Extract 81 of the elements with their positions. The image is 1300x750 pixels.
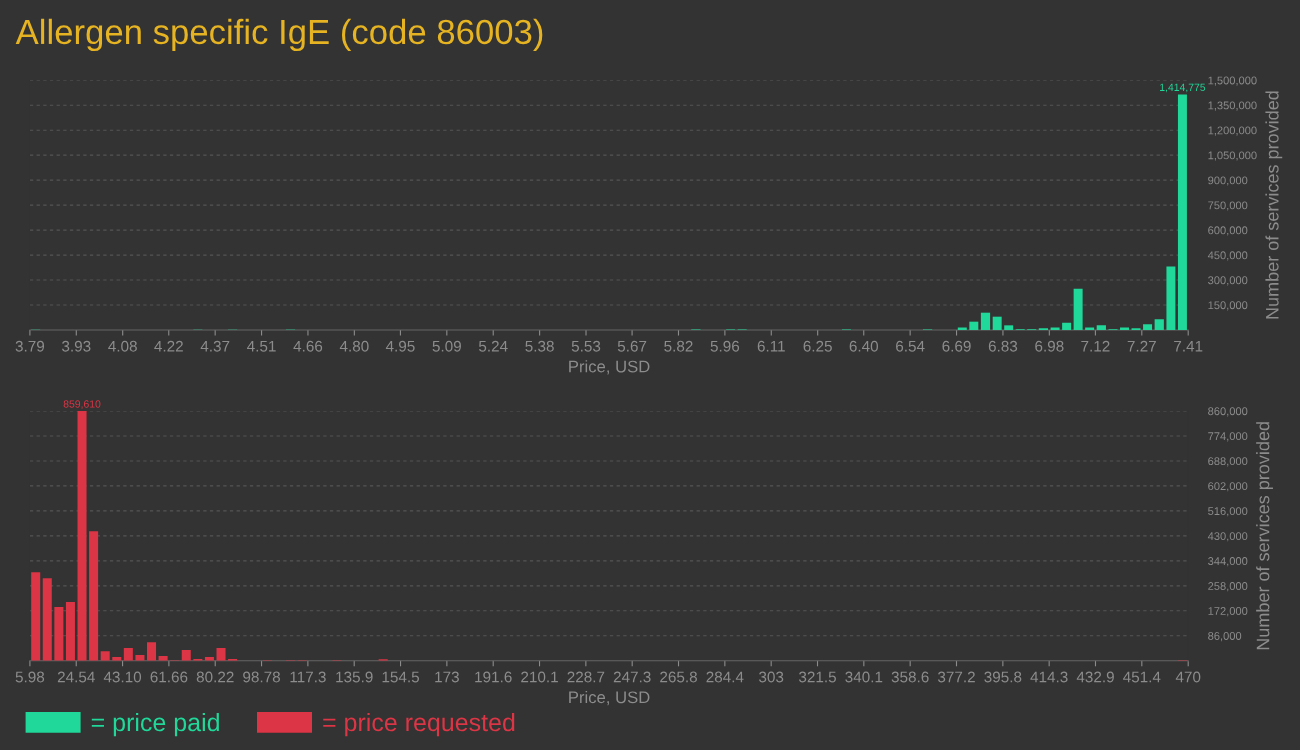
x-tick-label: 5.53 <box>571 340 601 352</box>
y-tick-label: 1,500,000 <box>1208 76 1257 86</box>
x-tick-label: 24.54 <box>57 671 95 683</box>
y-tick-label: 258,000 <box>1208 582 1248 592</box>
x-tick-label: 7.41 <box>1174 340 1203 352</box>
x-tick-label: 4.66 <box>293 340 323 352</box>
x-tick-label: 414.3 <box>1030 671 1068 683</box>
x-tick-label: 7.27 <box>1127 340 1156 352</box>
x-tick-label: 5.38 <box>525 340 554 352</box>
x-tick-label: 61.66 <box>150 671 188 683</box>
x-tick-label: 6.25 <box>803 340 832 352</box>
x-tick-label: 3.79 <box>15 340 45 352</box>
x-tick-label: 43.10 <box>103 671 142 683</box>
y-tick-label: 774,000 <box>1208 432 1248 442</box>
y-tick-label: 430,000 <box>1207 532 1248 542</box>
x-axis-title: Price, USD <box>569 360 650 375</box>
x-tick-label: 4.80 <box>339 340 369 352</box>
x-tick-label: 135.9 <box>336 671 373 683</box>
y-tick-label: 750,000 <box>1208 201 1248 211</box>
y-tick-label: 860,000 <box>1208 407 1248 417</box>
x-tick-label: 358.6 <box>891 671 929 683</box>
y-tick-label: 1,200,000 <box>1208 126 1257 136</box>
x-tick-label: 470 <box>1175 671 1201 683</box>
x-tick-label: 5.67 <box>617 340 647 352</box>
x-tick-label: 6.11 <box>757 340 785 352</box>
x-tick-label: 5.24 <box>478 340 508 352</box>
data-label: 1,414,775 <box>1160 83 1206 93</box>
x-tick-label: 265.8 <box>660 671 697 683</box>
x-tick-label: 6.69 <box>942 340 971 352</box>
y-tick-label: 86,000 <box>1208 632 1242 642</box>
y-tick-label: 688,000 <box>1208 457 1248 467</box>
x-tick-label: 117.3 <box>290 671 326 683</box>
x-tick-label: 340.1 <box>845 671 883 683</box>
x-tick-label: 6.54 <box>896 340 925 352</box>
x-tick-label: 6.40 <box>849 340 879 352</box>
x-tick-label: 303 <box>759 671 784 683</box>
chart-title: Allergen specific IgE (code 86003) <box>15 18 543 52</box>
x-tick-label: 4.51 <box>247 340 276 352</box>
x-tick-label: 173 <box>435 671 459 683</box>
x-tick-label: 377.2 <box>937 671 975 683</box>
x-tick-label: 98.78 <box>243 671 280 683</box>
y-tick-label: 450,000 <box>1207 251 1248 261</box>
x-tick-label: 5.82 <box>664 340 693 352</box>
y-tick-label: 602,000 <box>1208 482 1248 492</box>
y-tick-label: 1,050,000 <box>1208 151 1257 161</box>
x-tick-label: 6.83 <box>988 340 1018 352</box>
x-tick-label: 4.37 <box>200 340 230 352</box>
x-tick-label: 7.12 <box>1081 340 1110 352</box>
y-tick-label: 300,000 <box>1208 276 1248 286</box>
x-tick-label: 432.9 <box>1076 671 1114 683</box>
x-tick-label: 5.96 <box>710 340 740 352</box>
data-label: 859,610 <box>63 400 101 409</box>
y-tick-label: 172,000 <box>1208 607 1248 617</box>
x-tick-label: 284.4 <box>706 671 744 683</box>
x-tick-label: 451.4 <box>1123 671 1161 683</box>
x-tick-label: 5.09 <box>432 340 461 352</box>
x-tick-label: 6.98 <box>1035 340 1064 352</box>
x-tick-label: 4.08 <box>108 340 137 352</box>
y-tick-label: 516,000 <box>1208 507 1248 517</box>
y-axis-title: Number of services provided <box>1265 91 1283 319</box>
x-tick-label: 228.7 <box>567 671 605 683</box>
x-tick-label: 321.5 <box>798 671 836 683</box>
y-tick-label: 344,000 <box>1208 557 1248 567</box>
x-tick-label: 191.6 <box>475 671 512 683</box>
x-tick-label: 395.8 <box>984 671 1022 683</box>
x-tick-label: 80.22 <box>196 671 234 683</box>
x-axis-title: Price, USD <box>569 690 650 706</box>
x-tick-label: 247.3 <box>613 671 651 683</box>
x-tick-label: 4.22 <box>154 340 183 352</box>
y-tick-label: 150,000 <box>1208 301 1248 311</box>
x-tick-label: 4.95 <box>385 340 415 352</box>
y-tick-label: 600,000 <box>1208 226 1248 236</box>
y-tick-label: 900,000 <box>1208 176 1248 186</box>
y-axis-title: Number of services provided <box>1256 422 1273 650</box>
y-tick-label: 1,350,000 <box>1208 101 1257 111</box>
legend-label: = price paid <box>91 712 219 737</box>
legend-label: = price requested <box>323 712 515 737</box>
x-tick-label: 5.98 <box>15 671 45 683</box>
x-tick-label: 154.5 <box>382 671 420 683</box>
x-tick-label: 210.1 <box>521 671 558 683</box>
x-tick-label: 3.93 <box>62 340 91 352</box>
